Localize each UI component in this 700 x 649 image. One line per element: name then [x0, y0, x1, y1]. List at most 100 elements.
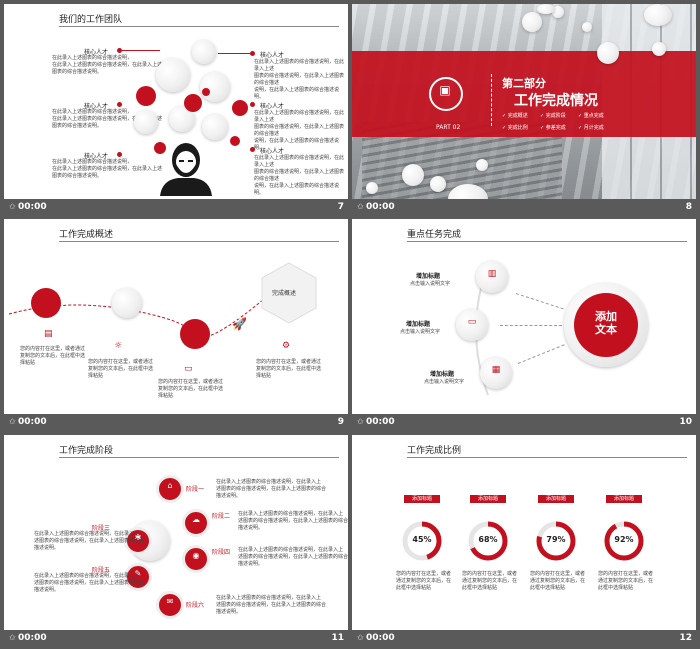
stage-node [156, 591, 184, 619]
arrow-connector [515, 293, 564, 310]
inbox-icon: ▭ [184, 364, 193, 374]
bubble [537, 4, 555, 14]
center-circle [574, 293, 638, 357]
stage-label: 阶段一 [186, 486, 205, 493]
stage-node [124, 563, 152, 591]
bubble [448, 184, 488, 199]
ratio-donut [536, 521, 576, 561]
star-icon: ✩ [9, 202, 16, 211]
settings-icon: ✱ [134, 533, 142, 542]
slide-footer: ✩ 00:00 12 [352, 630, 696, 645]
talent-desc: 在此录入上述图表的综合描述说明，在此录入上述图表的综合描述说明，在此录入上述图表… [254, 155, 345, 196]
title-underline [407, 241, 687, 242]
connector-dot [117, 102, 122, 107]
connector-dot [117, 152, 122, 157]
talent-label: 核心人才 [260, 103, 285, 110]
gear-icon: ⚙ [282, 341, 291, 351]
ratio-arc [604, 521, 644, 561]
task-bubble [480, 357, 512, 389]
stage-desc: 在此录入上述图表的综合描述说明，在此录入上 述图表的综合描述说明，在此录入上述图表… [34, 573, 145, 593]
center-text: 添加 文本 [595, 310, 617, 336]
ratio-donut [468, 521, 508, 561]
slide-10-canvas: 重点任务完成 增加标题 点击输入说明文字 增加标题 点击输入说明文字 增加标题 … [352, 219, 696, 414]
stage-node [182, 509, 210, 537]
bubble [582, 22, 592, 32]
stage-node [124, 527, 152, 555]
hexagon-badge [261, 262, 317, 323]
bubble [552, 6, 564, 18]
arrow-connector [500, 325, 562, 326]
task-desc: 点击输入说明文字 [424, 379, 465, 385]
connector-dot [250, 147, 255, 152]
talent-label: 核心人才 [260, 148, 285, 155]
task-bubble [476, 261, 508, 293]
rocket-icon: 🚀 [232, 317, 247, 331]
talent-desc: 在此录入上述图表的综合描述说明，在此录入上述图表的综合描述说明，在此录入上述图表… [52, 109, 163, 129]
slide-thumb-11[interactable]: 工作完成阶段 ⌂ 阶段一 ☁ 阶段二 ✱ 阶段三 ◉ 阶段四 ✎ 阶段五 ✉ 阶… [4, 435, 348, 645]
ratio-tag: 添加标题 [470, 495, 506, 503]
part-items: ✓ 完成概述 ✓ 完成阶段 ✓ 重点完成 ✓ 完成比例 ✓ 参差完成 ✓ 月计完成 [502, 113, 604, 131]
white-milestone [112, 288, 142, 318]
part-title: 工作完成情况 [514, 93, 598, 109]
arrow-connector [517, 344, 565, 364]
slide-time: 00:00 [366, 633, 395, 643]
title-underline [59, 26, 339, 27]
bubble [402, 164, 424, 186]
ratio-value: 92% [614, 535, 634, 544]
talent-desc: 在此录入上述图表的综合描述说明，在此录入上述图表的综合描述说明，在此录入上述图表… [52, 55, 163, 75]
task-bubble [456, 309, 488, 341]
stage-label: 阶段六 [186, 602, 205, 609]
building-icon: ▥ [487, 269, 497, 279]
cloud-icon: ☁ [192, 515, 200, 524]
step-desc: 您的内容打在这里，或者通过 复制您的文本后，在此框中选 择粘贴 [88, 359, 154, 379]
bubble [366, 182, 378, 194]
talent-label: 核心人才 [84, 153, 109, 160]
bulb-icon: ☼ [114, 341, 123, 351]
chat-icon: ✉ [166, 597, 174, 606]
red-bubble [136, 86, 156, 106]
ratio-value: 79% [546, 535, 566, 544]
red-bubble [202, 88, 210, 96]
task-title: 增加标题 [406, 321, 431, 328]
slide-time: 00:00 [366, 202, 395, 212]
slide-title: 重点任务完成 [407, 230, 462, 240]
title-underline [59, 457, 339, 458]
slide-thumb-10[interactable]: 重点任务完成 增加标题 点击输入说明文字 增加标题 点击输入说明文字 增加标题 … [352, 219, 696, 429]
task-title: 增加标题 [430, 371, 455, 378]
talent-desc: 在此录入上述图表的综合描述说明，在此录入上述图表的综合描述说明，在此录入上述图表… [254, 59, 345, 100]
bubble [200, 72, 230, 102]
slide-thumb-7[interactable]: 我们的工作团队 核心人才 在此录入上述图表的综合描述说明， 在此录入上述图表的综合… [4, 4, 348, 214]
connector-dot [250, 51, 255, 56]
stage-label: 阶段三 [92, 525, 111, 532]
ratio-value: 68% [478, 535, 498, 544]
slide-thumb-9[interactable]: 工作完成概述 完成概述 🚀 ▤ ☼ ▭ ⚙ 您的内容打在这里，或者通过 复制您的文… [4, 219, 348, 429]
slide-thumb-12[interactable]: 工作完成比例 添加标题 45% 您的内容打在这里，或者 通过复制您的文本后，在 此框中选… [352, 435, 696, 645]
document-icon: ▤ [44, 329, 53, 339]
ratio-donut [402, 521, 442, 561]
chart-icon: ▦ [491, 365, 501, 375]
slide-thumb-8[interactable]: ▣ PART 02 第二部分 工作完成情况 ✓ 完成概述 ✓ 完成阶段 ✓ 重点完成… [352, 4, 696, 214]
bubble [192, 40, 216, 64]
part-number: PART 02 [436, 124, 461, 131]
bubble [476, 159, 488, 171]
task-desc: 点击输入说明文字 [400, 329, 441, 335]
star-icon: ✩ [9, 633, 16, 642]
ratio-arc [468, 521, 508, 561]
slide-footer: ✩ 00:00 7 [4, 199, 348, 214]
slide-number: 12 [679, 633, 692, 643]
star-icon: ✩ [357, 417, 364, 426]
ratio-arc [536, 521, 576, 561]
divider [491, 74, 493, 126]
slide-number: 9 [337, 417, 344, 427]
coin-icon: ◉ [192, 551, 200, 560]
ratio-arc [402, 521, 442, 561]
slide-number: 10 [679, 417, 692, 427]
bubble [430, 176, 446, 192]
stage-desc: 在此录入上述图表的综合描述说明，在此录入上 述图表的综合描述说明，在此录入上述图表… [216, 595, 327, 615]
talent-desc: 在此录入上述图表的综合描述说明，在此录入上述图表的综合描述说明，在此录入上述图表… [52, 159, 163, 179]
red-bubble [232, 100, 248, 116]
star-icon: ✩ [357, 633, 364, 642]
ratio-desc: 您的内容打在这里，或者 通过复制您的文本后，在 此框中选择粘贴 [462, 571, 518, 591]
step-desc: 您的内容打在这里，或者通过 复制您的文本后，在此框中选 择粘贴 [20, 346, 86, 366]
bubble [156, 58, 190, 92]
